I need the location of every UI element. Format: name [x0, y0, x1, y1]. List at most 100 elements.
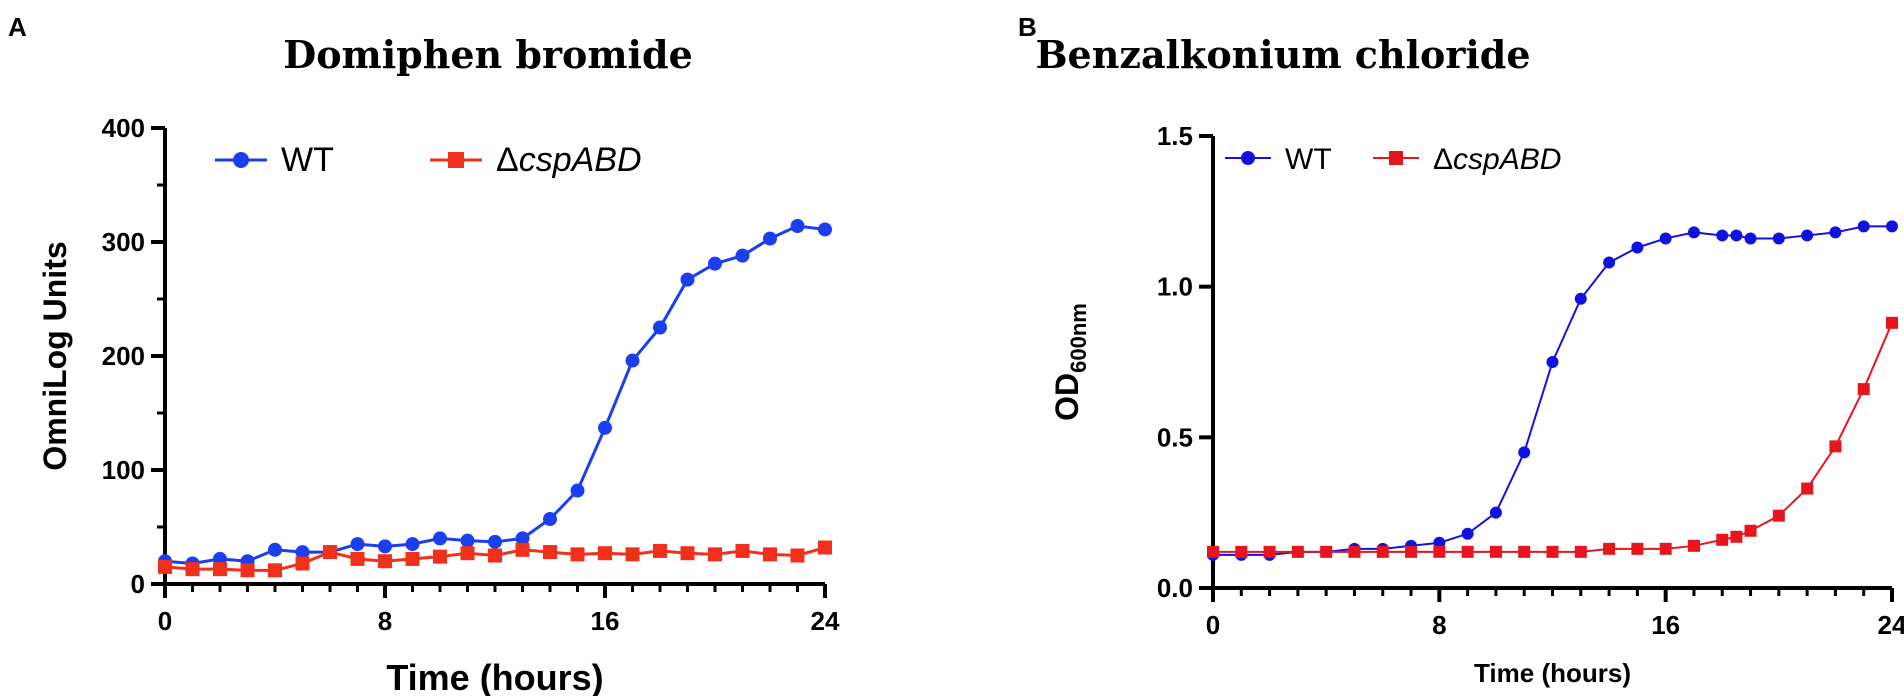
data-point-mutant: [1263, 545, 1276, 558]
data-point-mutant: [295, 556, 310, 571]
data-point-mutant: [213, 562, 227, 577]
data-point-wt: [763, 231, 777, 246]
data-point-mutant: [1857, 383, 1870, 396]
data-point-wt: [1829, 226, 1842, 239]
y-tick-label: 0.0: [1157, 573, 1193, 603]
data-point-mutant: [1291, 545, 1304, 558]
data-point-wt: [625, 353, 640, 368]
data-point-mutant: [1489, 545, 1502, 558]
data-point-mutant: [1574, 545, 1587, 558]
data-point-mutant: [763, 547, 777, 562]
data-point-wt: [1631, 241, 1644, 254]
legend-label-mutant: ΔcspABD: [1433, 143, 1561, 176]
data-point-mutant: [1518, 545, 1531, 558]
x-tick-label: 8: [378, 606, 392, 636]
data-point-mutant: [1546, 545, 1559, 558]
data-point-wt: [1659, 232, 1672, 245]
data-point-wt: [1801, 229, 1814, 242]
data-point-mutant: [1886, 316, 1898, 329]
data-point-mutant: [570, 547, 585, 562]
data-point-wt: [680, 272, 695, 287]
data-point-wt: [405, 537, 420, 552]
x-tick-label: 0: [1206, 610, 1220, 640]
data-point-mutant: [680, 546, 695, 561]
data-point-wt: [1603, 256, 1616, 269]
legend-marker-mutant: [448, 152, 464, 168]
y-tick-label: 200: [102, 341, 145, 371]
data-point-mutant: [515, 542, 530, 557]
data-point-mutant: [1348, 545, 1361, 558]
panel-b: B Benzalkonium chloride 0.0 0.5 1.0 1.5 0 8 16…: [960, 0, 1904, 696]
x-axis-title: Time (hours): [1474, 658, 1631, 688]
legend-label-wt: WT: [281, 141, 334, 179]
data-point-mutant: [488, 548, 502, 563]
data-point-wt: [1886, 220, 1898, 233]
x-tick-label: 16: [1651, 610, 1680, 640]
chart-a: 0 100 200 300 400 0 8 16 24 Time (hours) OmniLog U…: [37, 113, 840, 696]
data-point-wt: [1461, 527, 1474, 540]
data-point-mutant: [653, 543, 667, 558]
legend-label-delta: Δ: [1433, 143, 1453, 176]
data-point-wt: [708, 256, 722, 271]
data-point-mutant: [1687, 539, 1700, 552]
data-point-wt: [1433, 536, 1446, 549]
data-point-mutant: [818, 540, 832, 555]
data-point-mutant: [240, 563, 255, 578]
data-point-mutant: [1433, 545, 1446, 558]
data-point-mutant: [1744, 524, 1757, 537]
data-point-wt: [488, 534, 502, 549]
legend-marker-mutant: [1389, 151, 1403, 165]
x-axis-title: Time (hours): [386, 657, 603, 696]
y-axis-title-sub: 600nm: [1066, 303, 1091, 373]
legend-label-delta: Δ: [496, 141, 519, 179]
y-tick-label: 0: [131, 569, 145, 599]
legend-marker-wt: [233, 152, 249, 168]
y-tick-label: 1.5: [1157, 121, 1193, 151]
data-point-mutant: [1376, 545, 1389, 558]
x-tick-label: 24: [1878, 610, 1904, 640]
data-point-mutant: [158, 559, 172, 574]
y-tick-label: 0.5: [1157, 422, 1193, 452]
legend-marker-wt: [1241, 151, 1255, 165]
data-point-mutant: [1235, 545, 1248, 558]
panel-letter-a: A: [8, 12, 27, 42]
data-point-mutant: [543, 545, 557, 560]
data-point-mutant: [323, 545, 337, 560]
data-point-wt: [570, 483, 585, 498]
panel-letter-b: B: [1018, 12, 1037, 42]
data-point-mutant: [1801, 482, 1814, 495]
data-point-wt: [1772, 232, 1785, 245]
data-point-mutant: [598, 546, 612, 561]
legend-label-mutant: ΔcspABD: [496, 141, 642, 179]
data-point-wt: [1730, 229, 1743, 242]
data-point-mutant: [268, 563, 282, 578]
data-point-wt: [268, 542, 282, 557]
data-point-mutant: [625, 547, 640, 562]
data-point-wt: [1489, 506, 1502, 519]
data-point-mutant: [1207, 545, 1219, 558]
data-point-mutant: [1461, 545, 1474, 558]
data-point-mutant: [185, 562, 200, 577]
data-point-wt: [818, 222, 832, 237]
data-point-wt: [1716, 229, 1729, 242]
data-point-mutant: [1772, 509, 1785, 522]
data-point-wt: [295, 545, 310, 560]
legend-label-wt: WT: [1285, 143, 1332, 176]
data-point-mutant: [433, 549, 447, 564]
y-axis-title: OmniLog Units: [37, 241, 73, 470]
data-point-wt: [653, 320, 667, 335]
data-point-mutant: [1631, 542, 1644, 555]
y-tick-label: 1.0: [1157, 272, 1193, 302]
data-point-wt: [433, 531, 447, 546]
data-point-mutant: [735, 543, 750, 558]
data-point-wt: [1857, 220, 1870, 233]
data-point-mutant: [1659, 542, 1672, 555]
x-tick-label: 16: [591, 606, 620, 636]
data-point-mutant: [1716, 533, 1729, 546]
x-tick-label: 8: [1432, 610, 1446, 640]
y-tick-label: 400: [102, 113, 145, 143]
x-tick-label: 0: [158, 606, 172, 636]
data-point-wt: [1518, 446, 1531, 459]
y-tick-label: 300: [102, 227, 145, 257]
data-point-mutant: [1730, 530, 1743, 543]
